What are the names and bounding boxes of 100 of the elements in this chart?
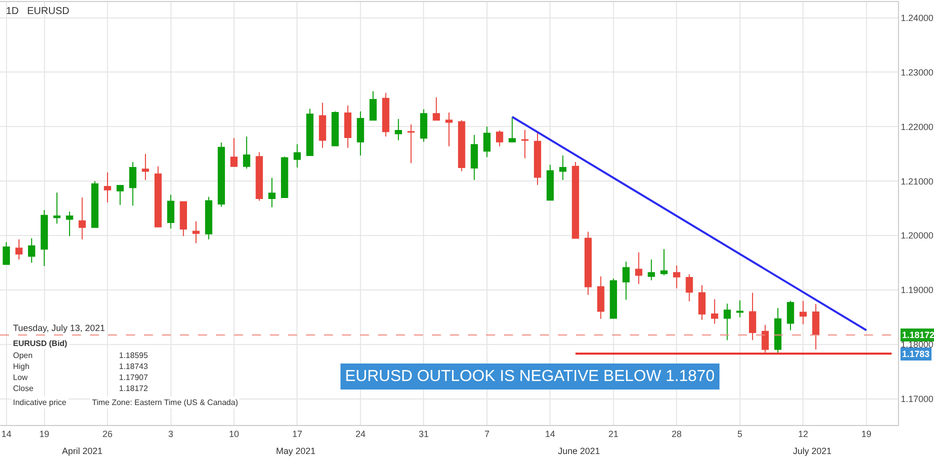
x-tick-label: 26 (102, 428, 113, 439)
x-tick-label: 17 (292, 428, 302, 439)
candlestick (458, 120, 466, 172)
y-tick-label: 1.19000 (900, 285, 934, 296)
candlestick (394, 118, 402, 141)
x-tick-label: 24 (355, 428, 366, 439)
annotation: Low (13, 373, 28, 382)
annotation: High (13, 362, 30, 371)
candlestick (370, 90, 377, 121)
annotation: EURUSD (Bid) (13, 339, 68, 348)
candlestick (180, 201, 187, 237)
x-tick-label: 28 (672, 428, 682, 439)
text: July 2021 (793, 446, 832, 456)
candlestick (736, 300, 744, 318)
candlestick (154, 166, 162, 228)
candlestick (15, 238, 23, 260)
candlestick (78, 196, 86, 240)
candlestick (167, 194, 174, 229)
candlestick (521, 129, 528, 159)
candlestick (432, 96, 440, 121)
candlestick (218, 142, 225, 208)
candlestick (711, 298, 718, 324)
candlestick (53, 192, 61, 224)
candlestick (142, 153, 150, 181)
x-tick-label: 21 (608, 428, 618, 439)
candlestick (40, 209, 48, 267)
candlestick (584, 231, 592, 296)
candlestick (635, 252, 642, 284)
candlestick (660, 248, 668, 276)
candlestick (318, 102, 326, 148)
y-tick-label: 1.20000 (900, 230, 934, 241)
candlestick (2, 242, 10, 265)
x-tick-label: 10 (228, 428, 239, 439)
candlestick (382, 92, 390, 137)
annotation: 1.18172 (119, 384, 148, 393)
candlestick (597, 276, 604, 320)
y-tick-label: 1.22000 (900, 122, 934, 132)
candlestick (420, 108, 428, 142)
candlestick (534, 132, 542, 186)
candlestick (774, 307, 782, 354)
x-tick-label: 31 (418, 428, 429, 439)
annotation: 1.17907 (119, 373, 148, 382)
ref-line-label: 1.18172 (902, 330, 934, 340)
candlestick (610, 278, 618, 319)
text: June 2021 (558, 446, 600, 456)
x-tick-label: 12 (798, 428, 808, 439)
candlestick (28, 238, 36, 264)
candlestick (483, 126, 491, 158)
candlestick (622, 261, 630, 300)
candlestick (407, 124, 415, 164)
candlestick (356, 110, 364, 156)
candlestick (812, 303, 820, 350)
text: May 2021 (276, 446, 316, 456)
candlestick (648, 259, 655, 281)
x-tick-label: 5 (737, 428, 742, 439)
candlestick (66, 211, 74, 237)
candlestick (724, 303, 731, 341)
candlestick (243, 136, 250, 170)
candlestick (686, 274, 693, 302)
candlestick (104, 172, 112, 203)
text: 1.1783 (902, 349, 930, 359)
annotation: Time Zone: Eastern Time (US & Canada) (92, 398, 238, 407)
candlestick (280, 156, 288, 198)
candlestick (268, 177, 276, 208)
annotation: EURUSD OUTLOOK IS NEGATIVE BELOW 1.1870 (345, 368, 715, 385)
candlestick (762, 324, 769, 354)
candlestick (230, 138, 238, 167)
candlestick (116, 184, 124, 206)
annotation: Tuesday, July 13, 2021 (13, 323, 106, 333)
candlestick (673, 264, 680, 289)
annotation: 1.18743 (119, 362, 148, 371)
candlestick (306, 108, 314, 156)
y-tick-label: 1.24000 (900, 12, 934, 23)
y-tick-label: 1.23000 (900, 67, 934, 78)
candlestick (205, 196, 212, 240)
candlestick (470, 134, 478, 181)
candlestick (572, 162, 580, 239)
y-tick-label: 1.17000 (900, 394, 934, 404)
candlestick (508, 116, 516, 142)
x-tick-label: 14 (1, 428, 12, 439)
candlestick (91, 180, 98, 228)
candlestick (192, 220, 200, 244)
text: April 2021 (62, 446, 103, 456)
candlestick (786, 300, 794, 331)
candlestick (698, 284, 706, 320)
annotation: Open (13, 351, 33, 360)
candlestick (748, 292, 756, 341)
candlestick (129, 162, 136, 206)
candlestick (800, 300, 807, 325)
candlestick (546, 164, 554, 201)
x-tick-label: 19 (39, 428, 50, 439)
x-tick-label: 3 (168, 428, 174, 439)
annotation: Indicative price (13, 398, 67, 407)
candlestick (344, 104, 352, 148)
x-tick-label: 7 (484, 428, 490, 439)
annotation: Close (13, 384, 34, 393)
chart-title: 1D EURUSD (6, 6, 70, 17)
x-tick-label: 14 (545, 428, 556, 439)
candlestick (496, 130, 504, 147)
y-tick-label: 1.21000 (900, 176, 934, 186)
